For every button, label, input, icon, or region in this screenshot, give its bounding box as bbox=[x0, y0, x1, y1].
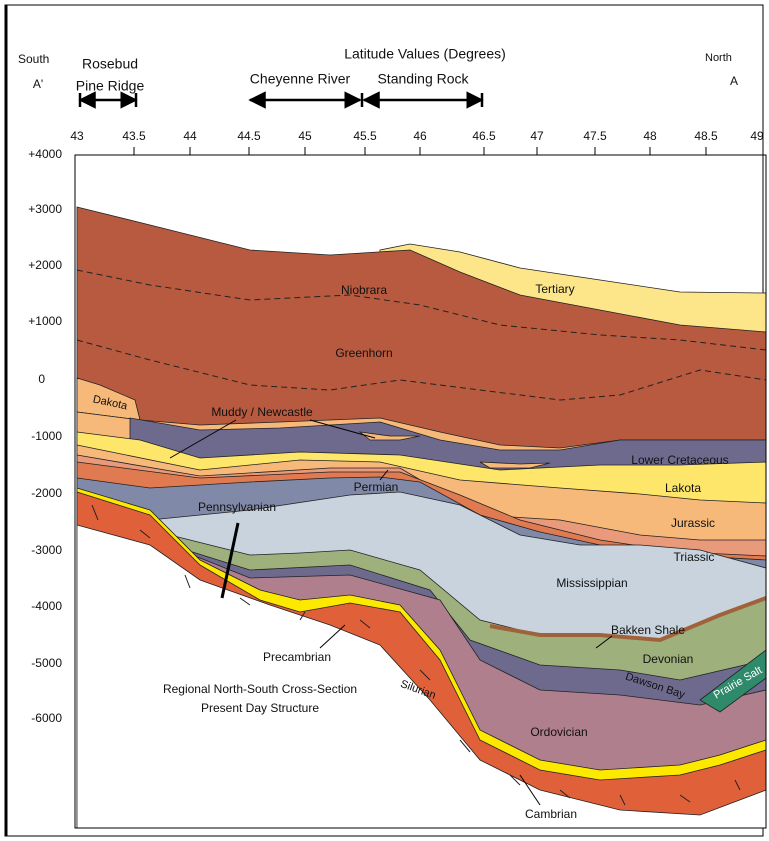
x-tick-label: 49 bbox=[750, 129, 764, 143]
label: Standing Rock bbox=[377, 71, 469, 87]
layer-label: Lakota bbox=[665, 481, 701, 495]
y-tick-label: -5000 bbox=[31, 656, 62, 670]
layer-label: Pennsylvanian bbox=[198, 500, 276, 514]
x-tick-label: 43.5 bbox=[122, 129, 146, 143]
x-tick-label: 44 bbox=[183, 129, 197, 143]
layers bbox=[77, 207, 766, 828]
caption-line: Present Day Structure bbox=[201, 701, 319, 715]
label: Cheyenne River bbox=[250, 71, 351, 87]
layer-label: Jurassic bbox=[671, 516, 715, 530]
x-tick-label: 45 bbox=[298, 129, 312, 143]
label: A' bbox=[33, 77, 43, 91]
x-tick-label: 43 bbox=[70, 129, 84, 143]
layer-label: Muddy / Newcastle bbox=[211, 405, 313, 419]
layer-label: Tertiary bbox=[535, 282, 574, 296]
y-tick-label: -3000 bbox=[31, 543, 62, 557]
x-tick-label: 44.5 bbox=[237, 129, 261, 143]
x-ticks bbox=[134, 147, 706, 155]
y-tick-label: +1000 bbox=[28, 314, 62, 328]
layer-label: Lower Cretaceous bbox=[631, 453, 728, 467]
x-tick-label: 46 bbox=[413, 129, 427, 143]
y-tick-label: +4000 bbox=[28, 147, 62, 161]
y-tick-label: +2000 bbox=[28, 258, 62, 272]
arrows bbox=[80, 93, 482, 107]
x-axis: 43 43.5 44 44.5 45 45.5 46 46.5 47 47.5 … bbox=[70, 129, 764, 155]
y-tick-label: -2000 bbox=[31, 486, 62, 500]
label: A bbox=[730, 74, 738, 88]
x-tick-label: 48.5 bbox=[694, 129, 718, 143]
cross-section: South A' Rosebud Pine Ridge Latitude Val… bbox=[0, 0, 769, 841]
x-tick-label: 47.5 bbox=[583, 129, 607, 143]
y-tick-label: +3000 bbox=[28, 202, 62, 216]
header: South A' Rosebud Pine Ridge Latitude Val… bbox=[18, 46, 738, 107]
label: Rosebud bbox=[82, 56, 138, 72]
layer-label: Permian bbox=[354, 480, 399, 494]
layer-label: Devonian bbox=[643, 652, 694, 666]
layer-label: Bakken Shale bbox=[611, 623, 685, 637]
y-tick-label: -4000 bbox=[31, 599, 62, 613]
caption-line: Regional North-South Cross-Section bbox=[163, 682, 357, 696]
x-tick-label: 47 bbox=[530, 129, 544, 143]
label: Pine Ridge bbox=[76, 78, 145, 94]
y-axis: +4000 +3000 +2000 +1000 0 -1000 -2000 -3… bbox=[28, 147, 62, 725]
layer-label: Cambrian bbox=[525, 807, 577, 821]
layer-label: Niobrara bbox=[341, 283, 387, 297]
layer-label: Triassic bbox=[674, 550, 715, 564]
label: North bbox=[705, 52, 732, 64]
layer-label: Precambrian bbox=[263, 650, 331, 664]
layer-label: Greenhorn bbox=[335, 346, 392, 360]
layer-label: Mississippian bbox=[556, 576, 627, 590]
y-tick-label: -6000 bbox=[31, 711, 62, 725]
x-tick-label: 48 bbox=[643, 129, 657, 143]
title: Latitude Values (Degrees) bbox=[344, 46, 506, 62]
x-tick-label: 46.5 bbox=[472, 129, 496, 143]
y-tick-label: -1000 bbox=[31, 429, 62, 443]
x-tick-label: 45.5 bbox=[353, 129, 377, 143]
layer-label: Ordovician bbox=[530, 725, 587, 739]
y-tick-label: 0 bbox=[38, 372, 45, 386]
label: South bbox=[18, 52, 49, 66]
